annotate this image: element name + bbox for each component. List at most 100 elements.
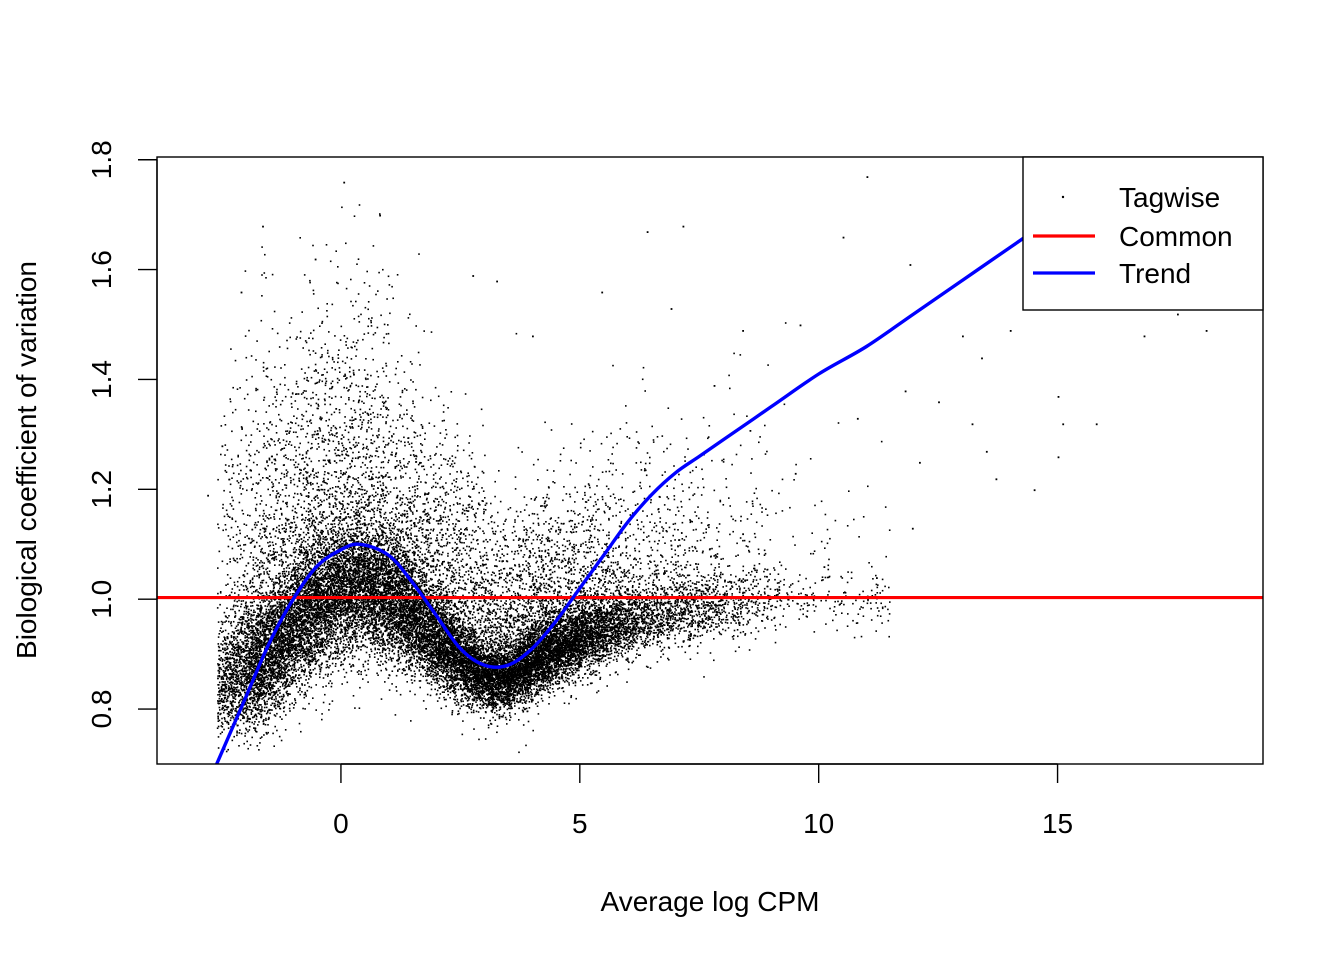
tagwise-point bbox=[598, 624, 601, 627]
tagwise-point bbox=[619, 635, 621, 638]
tagwise-point bbox=[421, 425, 424, 428]
tagwise-point bbox=[244, 735, 246, 737]
tagwise-point bbox=[329, 605, 331, 608]
tagwise-point bbox=[561, 625, 564, 627]
tagwise-point bbox=[272, 583, 275, 586]
tagwise-point bbox=[399, 616, 401, 618]
tagwise-point bbox=[381, 497, 384, 500]
tagwise-point bbox=[433, 662, 436, 664]
tagwise-point bbox=[697, 610, 700, 613]
tagwise-point bbox=[513, 622, 515, 624]
tagwise-point bbox=[357, 456, 360, 459]
tagwise-point bbox=[692, 637, 695, 640]
tagwise-point bbox=[514, 620, 517, 622]
tagwise-point bbox=[230, 636, 233, 639]
tagwise-point bbox=[480, 669, 482, 671]
tagwise-point bbox=[270, 704, 272, 706]
tagwise-point bbox=[258, 652, 261, 655]
tagwise-point bbox=[573, 643, 576, 645]
tagwise-point bbox=[586, 664, 589, 667]
tagwise-point bbox=[536, 677, 539, 680]
tagwise-point bbox=[480, 617, 483, 620]
tagwise-point bbox=[352, 647, 354, 649]
tagwise-point bbox=[250, 665, 253, 668]
tagwise-point bbox=[364, 564, 366, 566]
tagwise-point bbox=[454, 436, 456, 439]
tagwise-point bbox=[421, 553, 424, 556]
tagwise-point bbox=[442, 561, 444, 563]
tagwise-point bbox=[616, 643, 618, 646]
tagwise-point bbox=[405, 533, 408, 536]
tagwise-point bbox=[278, 671, 280, 673]
tagwise-point bbox=[262, 527, 264, 530]
tagwise-point bbox=[380, 508, 382, 511]
tagwise-point bbox=[377, 561, 380, 564]
tagwise-point bbox=[440, 588, 442, 591]
tagwise-point bbox=[386, 522, 388, 524]
tagwise-point bbox=[312, 579, 315, 582]
tagwise-point bbox=[286, 678, 289, 680]
tagwise-point bbox=[359, 686, 361, 689]
tagwise-point bbox=[308, 562, 311, 564]
tagwise-point bbox=[519, 635, 521, 637]
tagwise-point bbox=[232, 636, 235, 638]
tagwise-point bbox=[442, 621, 444, 623]
tagwise-point bbox=[557, 632, 559, 635]
tagwise-point bbox=[485, 538, 487, 541]
tagwise-point bbox=[489, 635, 492, 637]
tagwise-point bbox=[267, 639, 269, 641]
tagwise-point bbox=[413, 455, 416, 458]
tagwise-point bbox=[606, 644, 608, 647]
tagwise-point bbox=[408, 611, 411, 613]
tagwise-point bbox=[614, 605, 617, 607]
tagwise-point bbox=[338, 526, 341, 529]
tagwise-point bbox=[219, 667, 222, 669]
tagwise-point bbox=[382, 461, 385, 463]
tagwise-point bbox=[622, 624, 624, 626]
tagwise-point bbox=[450, 658, 453, 660]
tagwise-point bbox=[284, 640, 286, 642]
tagwise-point bbox=[374, 610, 376, 613]
tagwise-point bbox=[283, 639, 285, 641]
tagwise-point bbox=[452, 685, 454, 687]
tagwise-point bbox=[559, 529, 562, 532]
tagwise-point bbox=[521, 451, 523, 453]
tagwise-point bbox=[451, 686, 453, 688]
tagwise-point bbox=[453, 632, 456, 635]
tagwise-point bbox=[329, 584, 332, 587]
tagwise-point bbox=[562, 618, 565, 621]
tagwise-point bbox=[504, 539, 506, 541]
tagwise-point bbox=[656, 549, 659, 552]
tagwise-point bbox=[266, 593, 268, 596]
tagwise-point bbox=[518, 650, 520, 653]
tagwise-point bbox=[459, 541, 462, 544]
tagwise-point bbox=[638, 654, 640, 656]
tagwise-point bbox=[592, 577, 594, 579]
tagwise-point bbox=[323, 652, 326, 654]
tagwise-point bbox=[430, 528, 432, 531]
tagwise-point bbox=[323, 562, 326, 565]
tagwise-point bbox=[525, 700, 528, 702]
tagwise-point bbox=[508, 638, 510, 640]
tagwise-point bbox=[367, 498, 370, 500]
tagwise-point bbox=[268, 612, 270, 614]
tagwise-point bbox=[594, 610, 596, 612]
tagwise-point bbox=[337, 454, 339, 457]
tagwise-point bbox=[604, 659, 607, 661]
tagwise-point bbox=[443, 663, 445, 665]
tagwise-point bbox=[334, 572, 337, 575]
tagwise-point bbox=[276, 388, 278, 391]
tagwise-point bbox=[411, 575, 414, 578]
tagwise-point bbox=[484, 509, 487, 511]
tagwise-point bbox=[218, 697, 221, 700]
tagwise-point bbox=[231, 465, 234, 468]
tagwise-point bbox=[645, 637, 647, 640]
tagwise-point bbox=[326, 371, 328, 374]
tagwise-point bbox=[696, 540, 699, 542]
tagwise-point bbox=[623, 642, 626, 644]
tagwise-point bbox=[401, 515, 403, 517]
tagwise-point bbox=[649, 560, 651, 563]
tagwise-point bbox=[544, 689, 546, 692]
tagwise-point bbox=[323, 619, 325, 621]
tagwise-point bbox=[217, 747, 220, 749]
